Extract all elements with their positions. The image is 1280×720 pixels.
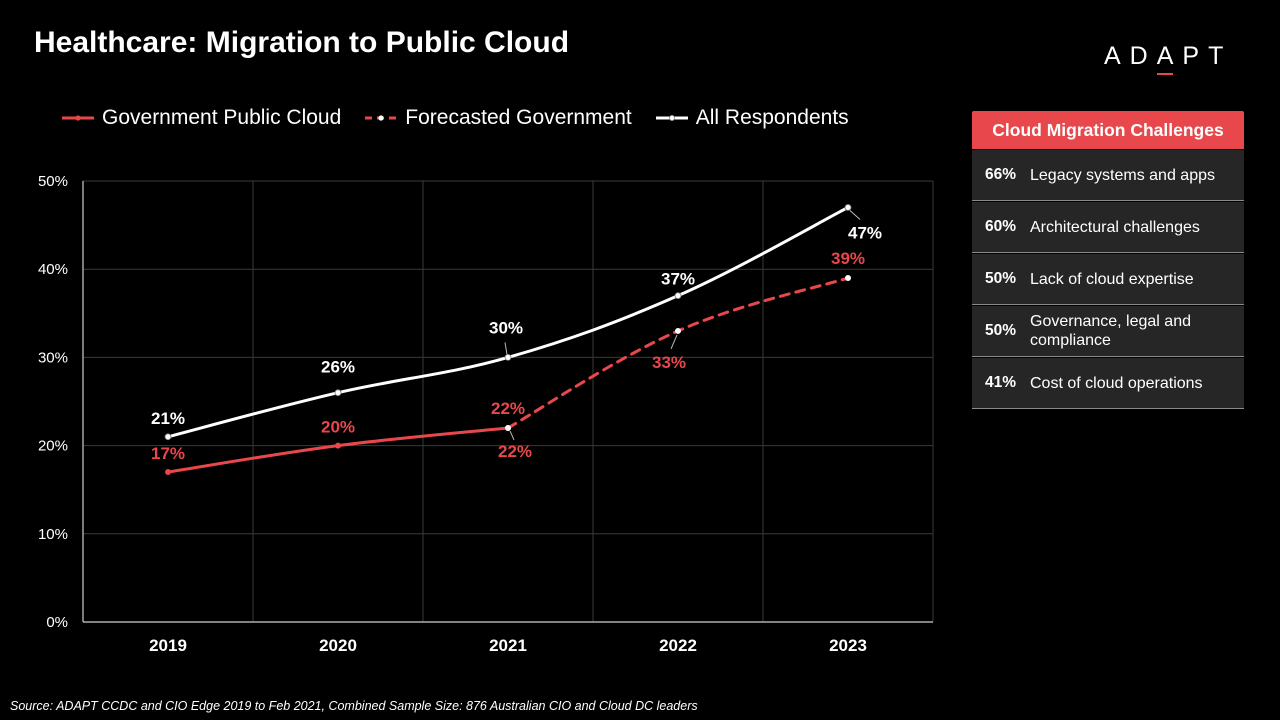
x-tick-label: 2021 (489, 636, 527, 655)
chart-area: 0% 10% 20% 30% 40% 50% 2019 2020 2021 2022 2023 21%… (38, 173, 934, 655)
logo-text-start: AD (1104, 42, 1157, 70)
page-title: Healthcare: Migration to Public Cloud (34, 26, 570, 59)
legend-label: Government Public Cloud (102, 106, 342, 129)
source-note: Source: ADAPT CCDC and CIO Edge 2019 to … (10, 699, 698, 713)
legend-swatch-solid-red (62, 115, 94, 121)
legend-swatch-solid-white (655, 115, 688, 121)
x-tick-label: 2019 (149, 636, 187, 655)
challenge-row: 66% Legacy systems and apps (972, 150, 1244, 201)
data-label-forecasted: 33% (652, 353, 686, 372)
legend-label: All Respondents (695, 106, 849, 129)
data-label-government: 22% (491, 399, 525, 418)
legend-item-forecasted-government: Forecasted Government (363, 106, 632, 130)
series-all-respondents-point (844, 204, 852, 211)
y-tick-label: 40% (38, 261, 68, 278)
data-label-government: 17% (151, 444, 185, 463)
leader-line (670, 334, 678, 350)
leader-line (504, 342, 508, 355)
legend-item-all-respondents: All Respondents (654, 106, 849, 130)
x-tick-label: 2022 (659, 636, 697, 655)
panel-title: Cloud Migration Challenges (972, 111, 1244, 149)
challenges-panel: Cloud Migration Challenges 66% Legacy sys… (972, 111, 1244, 409)
chart-legend: Government Public Cloud Forecasted Gover… (60, 105, 849, 131)
challenge-row: 41% Cost of cloud operations (972, 358, 1244, 409)
legend-label: Forecasted Government (405, 106, 632, 129)
series-all-respondents-point (504, 353, 512, 361)
x-tick-label: 2020 (319, 636, 357, 655)
series-government-public-cloud-point (165, 469, 171, 476)
challenge-label: Legacy systems and apps (1030, 166, 1215, 184)
series-all-respondents-point (334, 389, 342, 397)
data-label-all-respondents: 26% (321, 358, 355, 377)
challenge-percent: 50% (985, 270, 1017, 287)
challenge-row: 50% Lack of cloud expertise (972, 254, 1244, 305)
series-forecasted-government-point (845, 275, 851, 282)
challenge-percent: 50% (985, 322, 1017, 339)
series-government-public-cloud-point (335, 442, 341, 449)
leader-line (849, 210, 861, 220)
logo-accent-letter: A (1156, 42, 1183, 75)
series-forecasted-government-point (675, 327, 681, 334)
challenge-label: Cost of cloud operations (1030, 374, 1203, 392)
y-tick-label: 10% (38, 526, 68, 543)
data-label-all-respondents: 37% (661, 270, 695, 289)
challenge-percent: 66% (985, 166, 1017, 183)
data-label-forecasted: 39% (831, 249, 865, 268)
data-label-all-respondents: 21% (151, 409, 185, 428)
y-tick-label: 50% (38, 173, 68, 190)
x-tick-label: 2023 (829, 636, 867, 655)
challenge-label: Lack of cloud expertise (1030, 270, 1194, 288)
series-all-respondents-point (164, 433, 172, 441)
data-label-all-respondents: 30% (489, 318, 523, 337)
challenge-percent: 60% (985, 218, 1017, 235)
data-label-forecasted: 22% (498, 442, 532, 461)
line-chart: 0% 10% 20% 30% 40% 50% 2019 2020 2021 2022 2023 21%… (38, 173, 934, 655)
challenge-percent: 41% (985, 374, 1017, 391)
challenge-row: 60% Architectural challenges (972, 202, 1244, 253)
panel-rows: 66% Legacy systems and apps 60% Architectur… (972, 150, 1244, 409)
legend-swatch-dashed-red (365, 115, 398, 121)
challenge-label: Governance, legal and compliance (1030, 313, 1191, 349)
data-label-government: 20% (321, 418, 355, 437)
series-forecasted-government-point (505, 424, 511, 431)
adapt-logo: ADAPT (1104, 42, 1233, 75)
leader-line (509, 430, 515, 441)
logo-text-end: PT (1182, 42, 1233, 70)
challenge-row: 50% Governance, legal and compliance (972, 306, 1244, 357)
series-all-respondents-point (674, 292, 682, 300)
legend-item-government-public-cloud: Government Public Cloud (60, 106, 341, 130)
y-tick-label: 30% (38, 349, 68, 366)
y-tick-label: 0% (46, 614, 68, 631)
challenge-label: Architectural challenges (1030, 218, 1200, 236)
data-label-all-respondents: 47% (848, 223, 882, 242)
y-tick-label: 20% (38, 438, 68, 455)
